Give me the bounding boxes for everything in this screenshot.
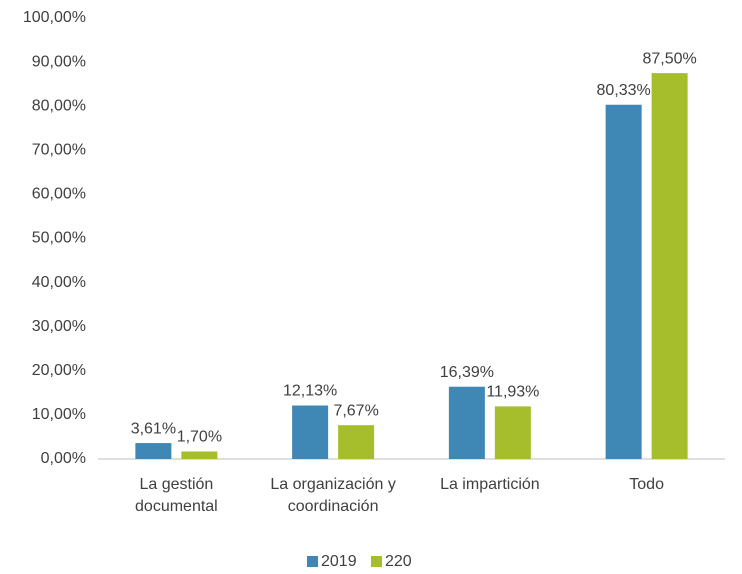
- x-tick-label: Todo: [629, 476, 664, 493]
- y-tick-label: 60,00%: [32, 186, 86, 203]
- y-tick-label: 20,00%: [32, 362, 86, 379]
- data-label: 1,70%: [177, 429, 222, 446]
- data-label: 7,67%: [333, 402, 378, 419]
- data-label: 87,50%: [642, 50, 696, 67]
- y-tick-label: 80,00%: [32, 97, 86, 114]
- bar: [651, 73, 688, 459]
- data-label: 12,13%: [283, 383, 337, 400]
- data-label: 11,93%: [486, 384, 539, 401]
- bar: [605, 104, 642, 460]
- data-label: 80,33%: [596, 82, 650, 99]
- y-tick-label: 10,00%: [32, 406, 86, 423]
- x-tick-label: La gestión documental: [135, 476, 218, 515]
- y-tick-label: 30,00%: [32, 318, 86, 335]
- bar: [494, 406, 531, 459]
- legend-swatch: [371, 556, 382, 567]
- y-tick-label: 0,00%: [41, 450, 86, 467]
- bar: [135, 443, 172, 459]
- bar: [181, 451, 218, 459]
- bar: [292, 405, 329, 459]
- y-tick-label: 50,00%: [32, 230, 86, 247]
- legend-label: 2019: [321, 553, 357, 570]
- y-tick-label: 40,00%: [32, 274, 86, 291]
- legend-label: 220: [385, 553, 412, 570]
- data-label: 3,61%: [131, 420, 176, 437]
- x-tick-label: La organización y coordinación: [270, 476, 396, 515]
- y-tick-label: 100,00%: [23, 9, 86, 26]
- legend-swatch: [307, 556, 318, 567]
- bar: [448, 386, 485, 459]
- y-tick-label: 70,00%: [32, 142, 86, 159]
- bar: [338, 425, 375, 459]
- x-tick-label: La impartición: [440, 476, 540, 493]
- data-label: 16,39%: [440, 364, 494, 381]
- y-tick-label: 90,00%: [32, 53, 86, 70]
